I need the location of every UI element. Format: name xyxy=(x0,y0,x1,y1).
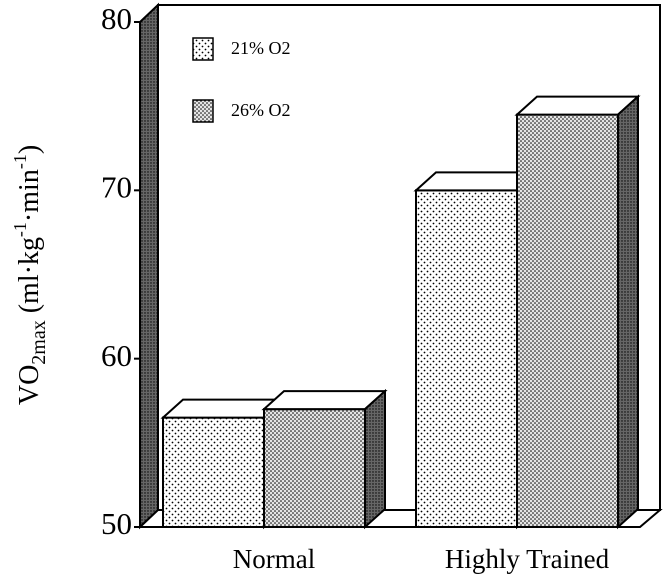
y-tick-label: 60 xyxy=(101,338,132,373)
x-tick-label: Normal xyxy=(233,544,315,574)
bar-front xyxy=(162,416,265,529)
bar-side xyxy=(617,94,639,530)
y-tick-label: 80 xyxy=(101,1,132,36)
left-wall xyxy=(139,2,159,530)
bar-front xyxy=(516,113,619,528)
x-tick-label: Highly Trained xyxy=(445,544,610,574)
bar-front xyxy=(263,408,366,528)
legend-swatch xyxy=(192,37,214,61)
y-tick-label: 70 xyxy=(101,169,132,204)
bar-side xyxy=(364,388,386,530)
legend-label: 26% O2 xyxy=(231,100,291,120)
bar-front xyxy=(415,189,518,528)
legend-label: 21% O2 xyxy=(231,38,291,58)
y-axis-label: VO2max (ml·kg-1·min-1) xyxy=(10,145,49,405)
y-tick-label: 50 xyxy=(101,506,132,541)
legend-swatch xyxy=(192,99,214,123)
